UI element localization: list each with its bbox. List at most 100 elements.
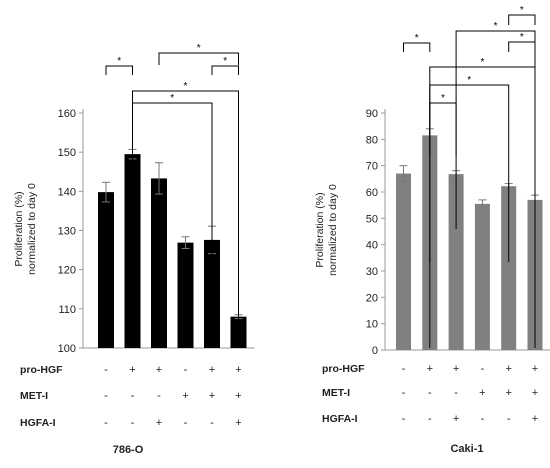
significance-bracket — [429, 84, 510, 262]
chart-title: 786-O — [113, 444, 144, 456]
y-axis-title-line: Proliferation (%) — [314, 192, 326, 267]
condition-sign: - — [454, 387, 458, 399]
bar — [396, 173, 411, 350]
condition-sign: - — [481, 363, 485, 375]
condition-sign: - — [507, 413, 511, 425]
y-tick-label: 80 — [366, 134, 378, 146]
significance-bracket — [455, 30, 536, 229]
y-axis-title: Proliferation (%)normalized to day 0 — [13, 183, 38, 275]
condition-label: pro-HGF — [20, 364, 63, 376]
condition-sign: - — [157, 390, 161, 402]
y-tick-label: 20 — [366, 292, 378, 304]
y-tick-label: 150 — [58, 147, 76, 159]
chart-panel-caki-1: 0 10 20 30 40 50 60 70 80 90 Proliferation (%)norm… — [314, 5, 550, 455]
condition-sign: - — [402, 363, 406, 375]
significance-bracket — [158, 52, 239, 65]
chart-title: Caki-1 — [450, 443, 483, 455]
chart-panel-786-o: 100 110 120 130 140 150 160 Proliferation (%)no… — [13, 43, 255, 456]
significance-star: * — [197, 43, 201, 54]
condition-sign: - — [428, 387, 432, 399]
y-axis-title: Proliferation (%)normalized to day 0 — [314, 184, 339, 276]
condition-sign: + — [505, 363, 511, 375]
condition-sign: - — [104, 390, 108, 402]
bar — [474, 203, 490, 350]
y-tick-label: 40 — [366, 240, 378, 252]
condition-sign: - — [402, 413, 406, 425]
significance-bracket — [403, 42, 431, 52]
y-tick-label: 60 — [366, 187, 378, 199]
y-axis-title-line: normalized to day 0 — [26, 183, 38, 275]
condition-label: pro-HGF — [322, 363, 365, 375]
significance-star: * — [467, 75, 471, 86]
y-tick-label: 120 — [58, 265, 76, 277]
significance-star: * — [441, 93, 445, 104]
condition-sign: + — [505, 387, 511, 399]
significance-bracket — [429, 102, 457, 155]
condition-label: MET-I — [322, 387, 350, 399]
y-tick-label: 160 — [58, 108, 76, 120]
condition-sign: + — [156, 364, 162, 376]
y-tick-label: 50 — [366, 213, 378, 225]
condition-sign: - — [104, 364, 108, 376]
condition-sign: - — [131, 390, 135, 402]
condition-sign: + — [209, 390, 215, 402]
significance-star: * — [520, 32, 524, 43]
y-tick-label: 90 — [366, 108, 378, 120]
y-axis-title-line: Proliferation (%) — [13, 191, 25, 266]
bar — [98, 192, 114, 348]
significance-bracket — [105, 65, 133, 75]
significance-star: * — [184, 81, 188, 92]
y-axis-title-line: normalized to day 0 — [327, 184, 339, 276]
y-tick-label: 10 — [366, 319, 378, 331]
condition-sign: + — [182, 390, 188, 402]
condition-sign: - — [104, 417, 108, 429]
condition-sign: - — [184, 417, 188, 429]
condition-sign: + — [532, 363, 538, 375]
condition-label: MET-I — [20, 390, 48, 402]
y-tick-label: 140 — [58, 186, 76, 198]
significance-bracket — [508, 14, 536, 25]
significance-bracket — [211, 65, 239, 75]
condition-sign: - — [402, 387, 406, 399]
significance-star: * — [117, 56, 121, 67]
condition-sign: + — [129, 364, 135, 376]
condition-sign: + — [453, 363, 459, 375]
condition-sign: + — [453, 413, 459, 425]
significance-bracket — [132, 102, 213, 311]
condition-sign: + — [479, 387, 485, 399]
y-tick-label: 30 — [366, 266, 378, 278]
bar — [448, 174, 464, 350]
condition-sign: + — [427, 363, 433, 375]
condition-sign: - — [428, 413, 432, 425]
bar — [230, 316, 247, 348]
significance-star: * — [520, 5, 524, 16]
bar — [151, 178, 167, 348]
bar — [177, 242, 194, 348]
condition-sign: + — [209, 364, 215, 376]
condition-sign: + — [235, 417, 241, 429]
condition-label: HGFA-I — [322, 413, 358, 425]
condition-sign: + — [156, 417, 162, 429]
y-tick-label: 70 — [366, 161, 378, 173]
condition-sign: + — [532, 413, 538, 425]
y-tick-label: 100 — [58, 343, 76, 355]
significance-star: * — [494, 21, 498, 32]
significance-star: * — [223, 56, 227, 67]
condition-sign: + — [532, 387, 538, 399]
significance-star: * — [170, 93, 174, 104]
y-tick-label: 110 — [58, 304, 76, 316]
y-tick-label: 130 — [58, 226, 76, 238]
significance-star: * — [415, 33, 419, 44]
y-tick-label: 0 — [372, 345, 378, 357]
condition-label: HGFA-I — [20, 417, 56, 429]
condition-sign: - — [184, 364, 188, 376]
condition-sign: - — [131, 417, 135, 429]
significance-bracket — [508, 41, 536, 52]
condition-sign: + — [235, 364, 241, 376]
condition-sign: - — [210, 417, 214, 429]
condition-sign: - — [481, 413, 485, 425]
significance-star: * — [480, 57, 484, 68]
bar — [501, 186, 517, 350]
condition-sign: + — [235, 390, 241, 402]
